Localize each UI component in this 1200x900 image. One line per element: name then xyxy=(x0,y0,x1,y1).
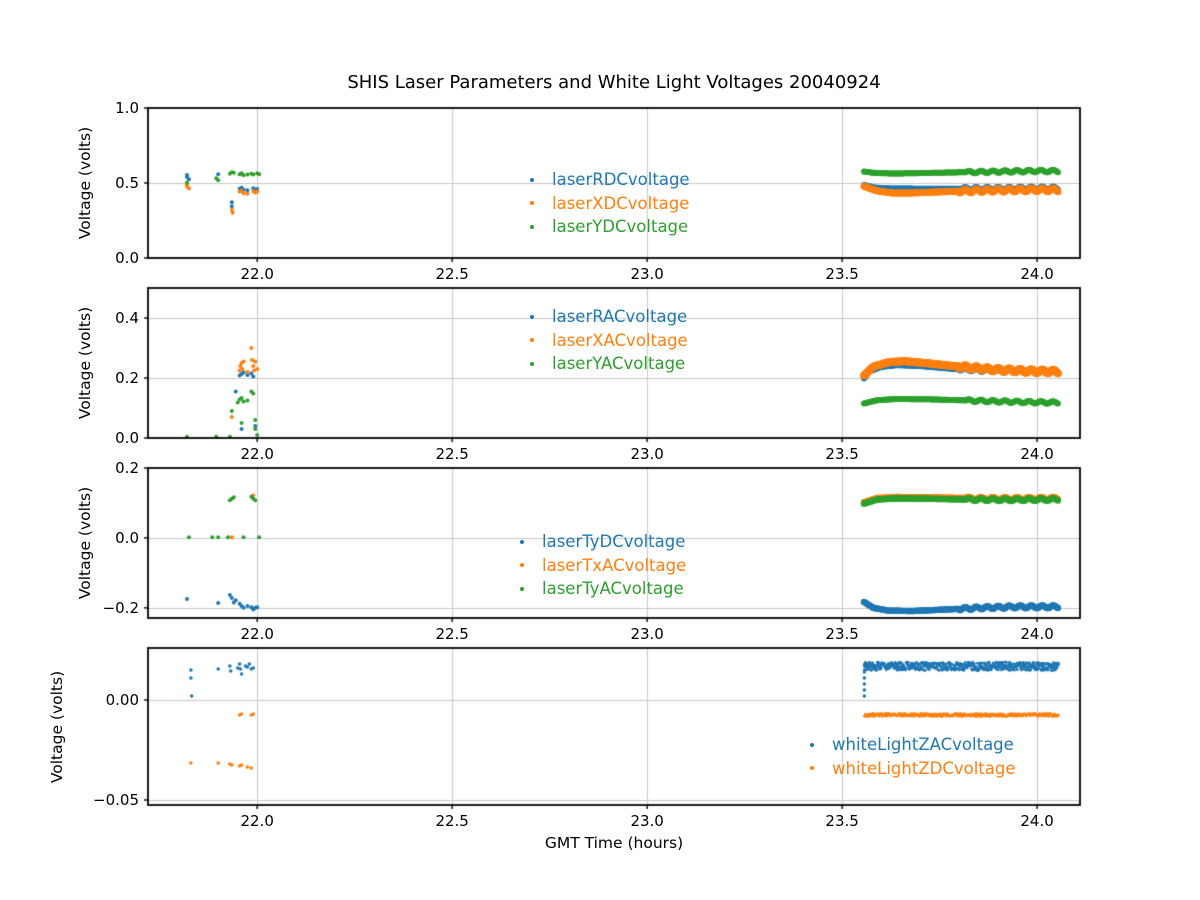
legend-label: laserTyACvoltage xyxy=(542,579,684,599)
legend-label: laserXDCvoltage xyxy=(552,193,690,213)
legend-label: laserTyDCvoltage xyxy=(542,532,686,552)
x-tick-label: 22.0 xyxy=(240,625,274,643)
legend-subplot1: laserRDCvoltage laserXDCvoltage laserYDCvo… xyxy=(524,168,690,239)
legend-label: laserRACvoltage xyxy=(552,307,688,327)
legend-marker-dot-icon xyxy=(530,177,534,182)
x-tick-label: 23.5 xyxy=(825,625,859,643)
legend-marker-dot-icon xyxy=(520,563,524,568)
x-tick-label: 24.0 xyxy=(1020,625,1054,643)
x-tick-label: 23.5 xyxy=(825,812,859,830)
legend-label: whiteLightZDCvoltage xyxy=(832,758,1016,778)
y-tick-label: 0.4 xyxy=(115,309,139,327)
y-tick-label: 0.00 xyxy=(105,691,139,709)
legend-label: laserXACvoltage xyxy=(552,330,688,350)
y-tick-label: −0.2 xyxy=(102,598,139,617)
y-tick-label: 0.5 xyxy=(115,174,139,192)
y-tick-label: 0.0 xyxy=(115,528,139,547)
legend-subplot3: laserTyDCvoltage laserTxACvoltage laserTyA… xyxy=(514,530,686,601)
y-axis-label-subplot3: Voltage (volts) xyxy=(76,486,94,600)
x-tick-label: 23.0 xyxy=(630,445,664,463)
legend-subplot2: laserRACvoltage laserXACvoltage laserYACvo… xyxy=(524,305,688,376)
x-tick-label: 23.0 xyxy=(630,625,664,643)
legend-marker-dot-icon xyxy=(810,742,814,747)
legend-label: whiteLightZACvoltage xyxy=(832,735,1014,755)
legend-marker-dot-icon xyxy=(520,586,524,591)
y-tick-label: 0.2 xyxy=(115,369,139,387)
legend-item: laserTyDCvoltage xyxy=(514,530,686,554)
x-tick-label: 24.0 xyxy=(1020,265,1054,283)
y-tick-label: 0.0 xyxy=(115,429,139,447)
x-tick-label: 23.5 xyxy=(825,445,859,463)
x-tick-label: 22.5 xyxy=(435,265,469,283)
y-tick-label: 0.2 xyxy=(115,459,139,477)
legend-item: laserXDCvoltage xyxy=(524,192,690,216)
x-axis-label: GMT Time (hours) xyxy=(544,834,684,852)
legend-item: laserRDCvoltage xyxy=(524,168,690,192)
y-tick-label: 1.0 xyxy=(115,99,139,117)
legend-marker-dot-icon xyxy=(530,338,534,343)
legend-label: laserYDCvoltage xyxy=(552,217,689,237)
legend-item: laserTxACvoltage xyxy=(514,554,686,578)
x-tick-label: 22.5 xyxy=(435,812,469,830)
chart-title: SHIS Laser Parameters and White Light Vo… xyxy=(347,72,881,93)
legend-item: laserYACvoltage xyxy=(524,352,688,376)
x-tick-label: 23.5 xyxy=(825,265,859,283)
x-tick-label: 23.0 xyxy=(630,265,664,283)
legend-item: laserXACvoltage xyxy=(524,329,688,353)
y-axis-label-subplot1: Voltage (volts) xyxy=(76,126,94,240)
legend-marker-dot-icon xyxy=(530,361,534,366)
x-tick-label: 24.0 xyxy=(1020,812,1054,830)
legend-item: laserTyACvoltage xyxy=(514,577,686,601)
legend-marker-dot-icon xyxy=(530,314,534,319)
legend-marker-dot-icon xyxy=(530,201,534,206)
x-tick-label: 22.0 xyxy=(240,445,274,463)
legend-marker-dot-icon xyxy=(520,539,524,544)
x-tick-label: 24.0 xyxy=(1020,445,1054,463)
x-tick-label: 22.5 xyxy=(435,445,469,463)
y-tick-label: −0.05 xyxy=(93,791,139,809)
y-axis-label-subplot2: Voltage (volts) xyxy=(76,306,94,420)
y-axis-label-subplot4: Voltage (volts) xyxy=(48,670,66,783)
x-tick-label: 22.0 xyxy=(240,265,274,283)
legend-item: laserRACvoltage xyxy=(524,305,688,329)
legend-label: laserYACvoltage xyxy=(552,354,686,374)
legend-marker-dot-icon xyxy=(530,224,534,229)
y-tick-label: 0.0 xyxy=(115,249,139,267)
legend-subplot4: whiteLightZACvoltage whiteLightZDCvoltage xyxy=(804,733,1016,780)
legend-item: whiteLightZDCvoltage xyxy=(804,757,1016,781)
x-tick-label: 23.0 xyxy=(630,812,664,830)
legend-item: whiteLightZACvoltage xyxy=(804,733,1016,757)
x-tick-label: 22.0 xyxy=(240,812,274,830)
legend-item: laserYDCvoltage xyxy=(524,215,690,239)
legend-marker-dot-icon xyxy=(810,766,814,771)
x-tick-label: 22.5 xyxy=(435,625,469,643)
legend-label: laserTxACvoltage xyxy=(542,555,687,575)
legend-label: laserRDCvoltage xyxy=(552,170,690,190)
